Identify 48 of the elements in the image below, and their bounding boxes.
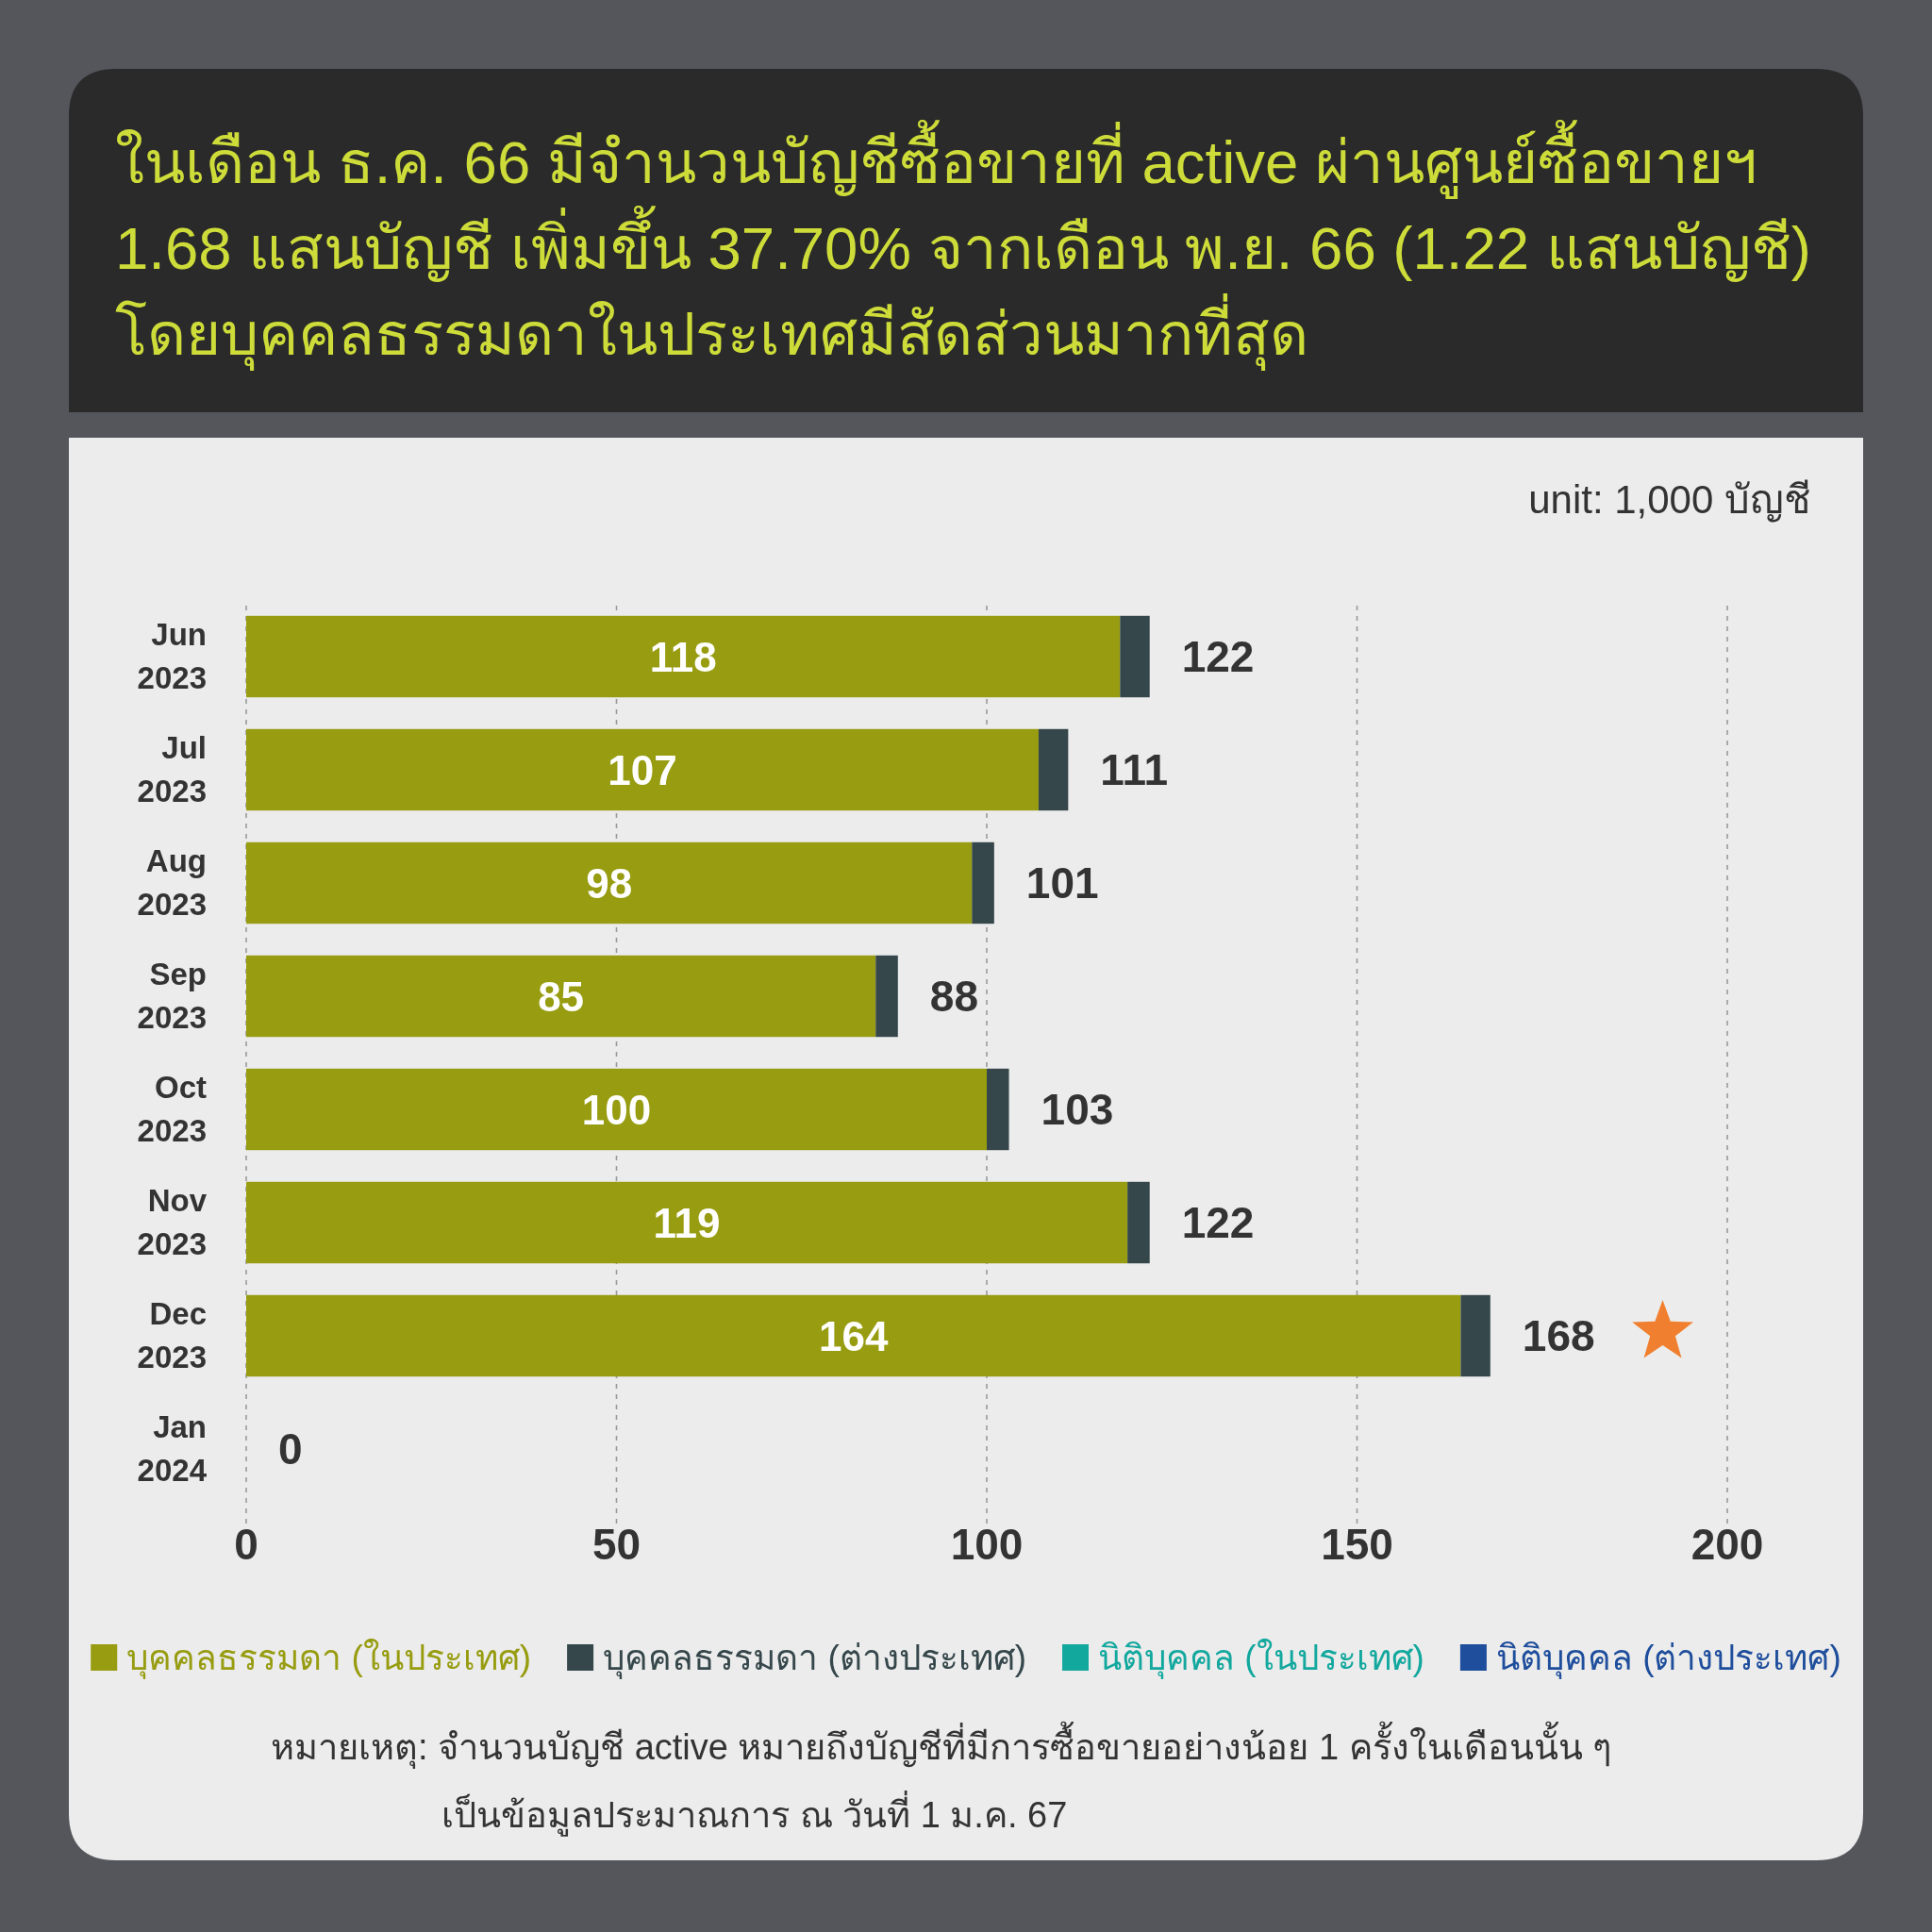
bar (1120, 615, 1150, 698)
total-label: 111 (1100, 745, 1169, 794)
y-tick-label: Oct 2023 (137, 1070, 208, 1148)
bar (246, 1294, 1461, 1377)
total-label: 101 (1025, 858, 1099, 908)
bar (246, 841, 973, 924)
total-label: 122 (1181, 1198, 1255, 1247)
y-tick-label: Jul 2023 (137, 730, 207, 808)
x-tick-label: 50 (591, 1520, 641, 1569)
total-label: 122 (1181, 632, 1255, 681)
bar (972, 841, 994, 924)
legend-label: บุคคลธรรมดา (ในประเทศ) (126, 1638, 532, 1679)
text: unit: 1,000 บัญชี (1528, 476, 1811, 523)
bar (987, 1068, 1009, 1151)
data-label: 164 (818, 1312, 889, 1359)
y-tick-label: Dec 2023 (137, 1296, 207, 1374)
bar (246, 1181, 1128, 1264)
x-tick-label: 150 (1321, 1520, 1393, 1569)
y-tick-label: Aug 2023 (137, 843, 207, 922)
data-label: 107 (608, 746, 677, 793)
data-label: 119 (653, 1199, 721, 1246)
bar (246, 955, 876, 1038)
legend-label: บุคคลธรรมดา (ต่างประเทศ) (603, 1638, 1026, 1679)
chart-title: ในเดือน ธ.ค. 66 มีจำนวนบัญชีซื้อขายที่ active ผ่านศูนย์ซื้อขายฯ 1.68 แสนบัญชี เพิ่มขึ้น 37.70% จากเดือน พ.ย. 66 (1.22 แสนบัญชี) โดยบุคคลธรรมดาในประเทศมีสัดส่วนมากที่สุด (115, 119, 1811, 371)
data-label: 98 (586, 859, 633, 907)
total-label: 88 (929, 972, 978, 1021)
x-tick-label: 0 (234, 1520, 258, 1569)
bar (1460, 1294, 1491, 1377)
legend-label: นิติบุคคล (ในประเทศ) (1098, 1638, 1424, 1679)
data-label: 100 (581, 1086, 652, 1133)
data-label: 85 (538, 973, 585, 1020)
bar (1127, 1181, 1150, 1264)
bar (246, 728, 1039, 811)
total-label: 103 (1041, 1085, 1114, 1134)
y-tick-label: Jan 2024 (137, 1409, 208, 1488)
bar (875, 955, 898, 1038)
x-tick-label: 100 (950, 1520, 1024, 1569)
bar (246, 1068, 987, 1151)
y-tick-label: Nov 2023 (137, 1183, 208, 1261)
legend-label: นิติบุคคล (ต่างประเทศ) (1495, 1638, 1841, 1679)
data-label: 118 (649, 633, 717, 680)
bar (1038, 728, 1069, 811)
x-tick-label: 200 (1690, 1520, 1764, 1569)
total-label: 168 (1522, 1311, 1595, 1360)
y-tick-label: Sep 2023 (137, 957, 207, 1035)
bar (246, 615, 1121, 698)
total-label: 0 (278, 1424, 303, 1474)
y-tick-label: Jun 2023 (137, 617, 207, 695)
